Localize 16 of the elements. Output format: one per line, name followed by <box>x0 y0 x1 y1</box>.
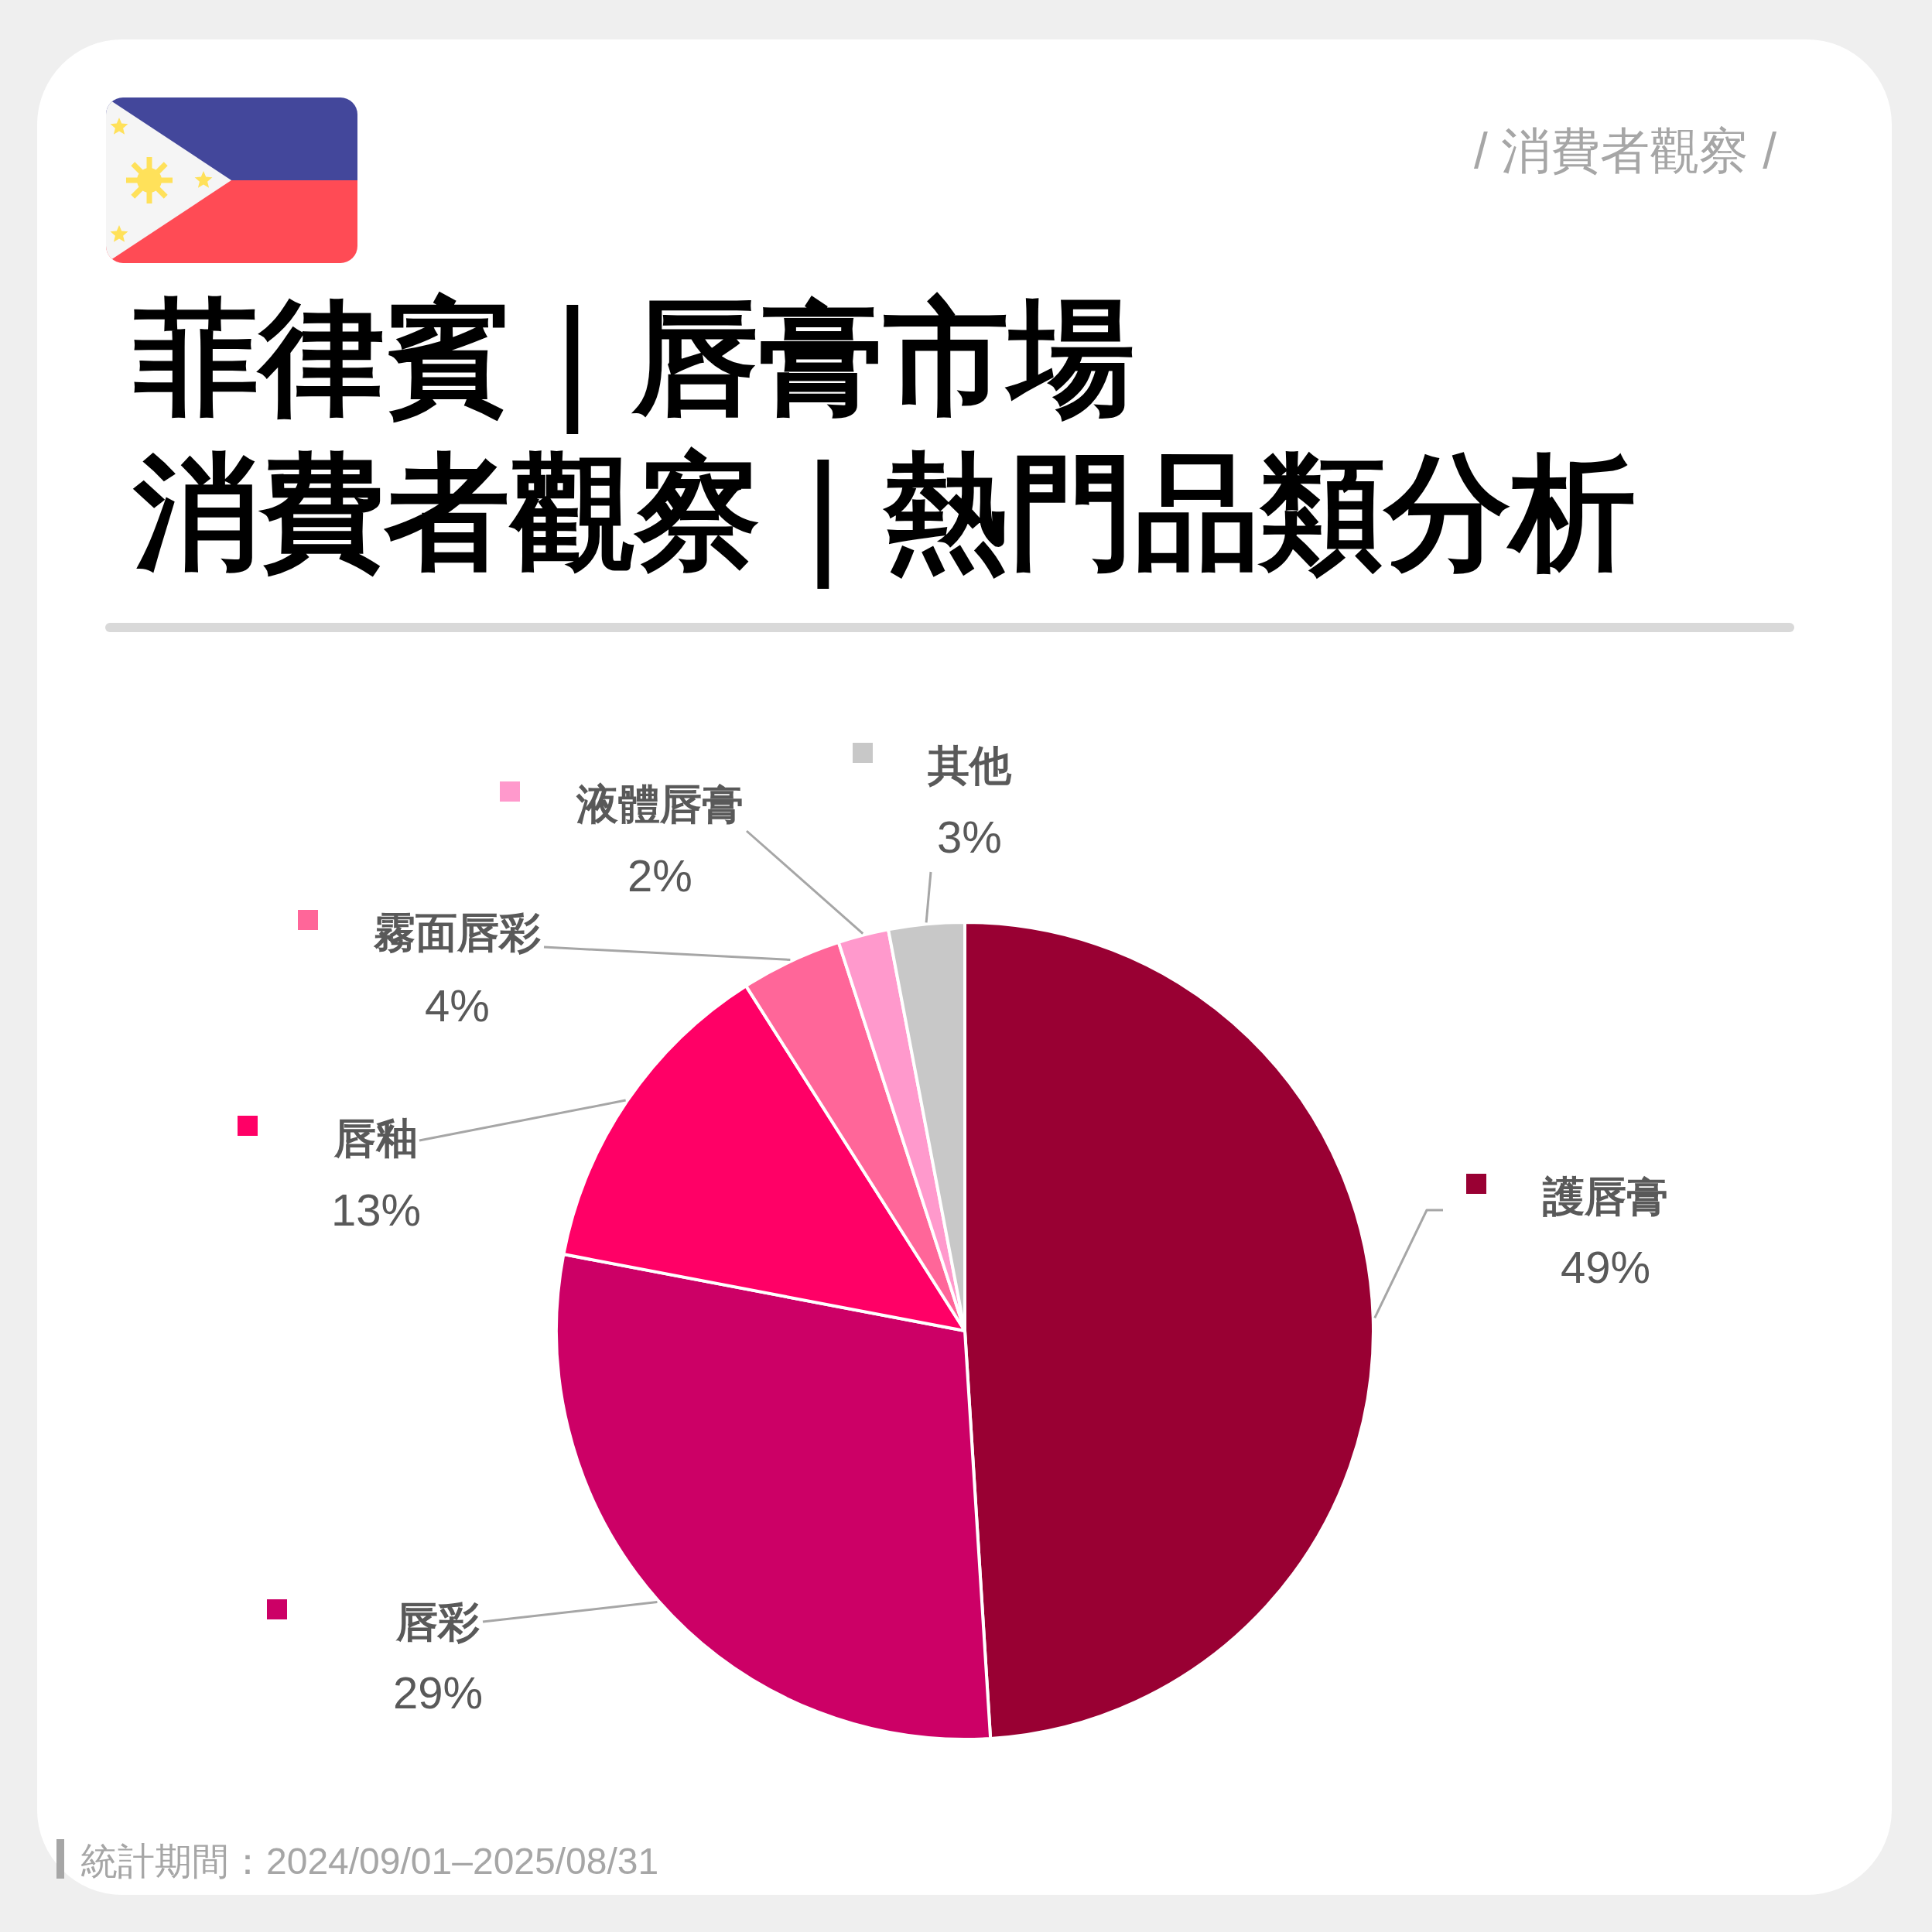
text: / 消費者觀察 / <box>1473 123 1777 179</box>
legend-label: 液體唇膏 <box>576 781 744 827</box>
data-label: 2% <box>627 850 692 901</box>
text: 統計期間：2024/09/01–2025/08/31 <box>80 1841 659 1882</box>
data-label: 4% <box>425 980 490 1031</box>
legend-label: 唇釉 <box>334 1115 418 1161</box>
data-label: 3% <box>937 812 1002 862</box>
data-label: 29% <box>392 1667 484 1718</box>
data-label: 49% <box>1560 1242 1651 1292</box>
chart-title: 菲律賓｜唇膏市場 <box>134 287 1134 435</box>
legend-label: 霧面唇彩 <box>374 909 541 956</box>
legend-label: 唇彩 <box>396 1599 480 1645</box>
chart-subtitle: 消費者觀察｜熱門品類分析 <box>132 442 1636 590</box>
legend-label: 其他 <box>928 742 1011 788</box>
data-label: 13% <box>330 1185 422 1235</box>
legend-label: 護唇膏 <box>1543 1173 1668 1219</box>
